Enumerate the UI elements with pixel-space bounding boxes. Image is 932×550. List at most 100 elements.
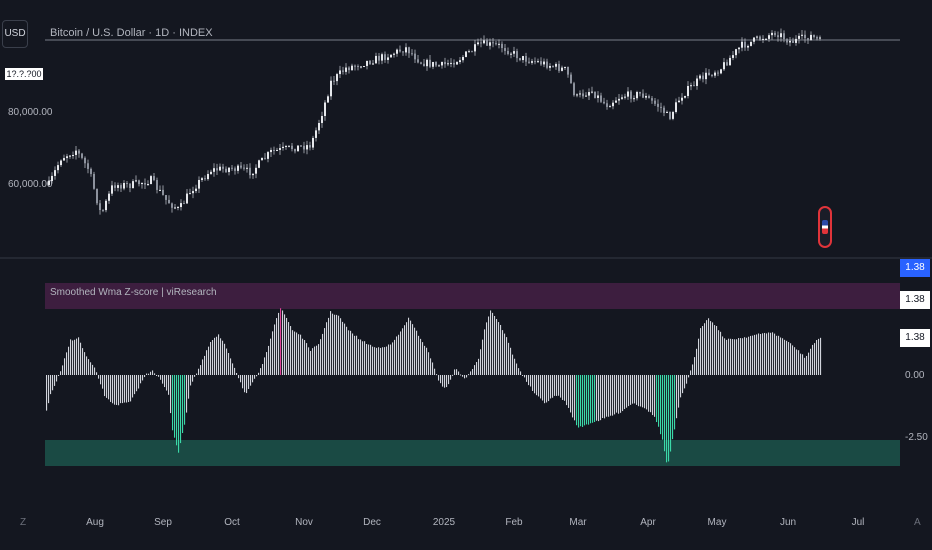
time-label: Jun [779, 517, 797, 528]
zscore-bar [588, 375, 590, 425]
zscore-bar [408, 317, 410, 375]
zscore-bar [230, 358, 232, 375]
candle-body [663, 107, 665, 113]
zscore-bar [458, 371, 460, 375]
zscore-bar [718, 330, 720, 375]
zscore-bar [122, 375, 124, 404]
candle-body [477, 42, 479, 45]
zscore-bar [434, 368, 436, 375]
candle-body [279, 148, 281, 150]
zscore-bar [54, 375, 56, 386]
candle-body [87, 163, 89, 169]
price-label-60k: 60,000.00 [8, 179, 53, 190]
time-label: Dec [363, 517, 381, 528]
candle-body [717, 72, 719, 74]
candle-body [819, 37, 821, 39]
zscore-bar [558, 375, 560, 396]
zscore-bar [334, 314, 336, 375]
candle-body [309, 145, 311, 148]
usd-button[interactable]: USD [2, 20, 28, 48]
candle-body [144, 182, 146, 185]
candle-body [423, 63, 425, 67]
zscore-bar [440, 375, 442, 384]
candle-body [432, 61, 434, 67]
candle-body [807, 38, 809, 41]
zscore-bar [310, 350, 312, 375]
zscore-bar [774, 333, 776, 375]
candle-body [744, 41, 746, 48]
zscore-bar [166, 375, 168, 391]
candle-body [390, 54, 392, 58]
time-label: 2025 [432, 517, 456, 528]
zscore-bar [748, 336, 750, 375]
zscore-bar [572, 375, 574, 418]
zscore-bar [294, 331, 296, 375]
zscore-bar [688, 375, 690, 378]
zscore-bar [178, 375, 180, 453]
candle-body [621, 97, 623, 99]
zscore-bar [516, 363, 518, 375]
candle-body [393, 53, 395, 55]
zscore-bar [796, 349, 798, 375]
zscore-bar [780, 337, 782, 375]
zscore-bar [454, 369, 456, 375]
zscore-bar [578, 375, 580, 428]
indicator-axis-badge: 1.38 [900, 259, 930, 277]
zscore-bar [60, 371, 62, 375]
zscore-bar [496, 318, 498, 375]
zscore-bar [726, 339, 728, 375]
candle-body [408, 47, 410, 54]
zscore-bar [424, 345, 426, 375]
zscore-bar [152, 370, 154, 375]
zscore-bar [772, 332, 774, 375]
candle-body [636, 91, 638, 99]
time-label: Feb [505, 517, 523, 528]
zscore-bar [538, 375, 540, 397]
candle-body [573, 83, 575, 96]
candle-body [540, 61, 542, 65]
zscore-bar [624, 375, 626, 410]
time-axis-corner-right: A [914, 517, 921, 528]
zscore-bar [50, 375, 52, 395]
candle-body [399, 49, 401, 52]
candle-body [444, 61, 446, 65]
zscore-bar [606, 375, 608, 417]
us-flag-icon[interactable] [818, 206, 832, 248]
zscore-bar [724, 338, 726, 375]
zscore-bar [468, 374, 470, 376]
candle-body [519, 58, 521, 61]
candle-body [576, 94, 578, 96]
candle-body [567, 66, 569, 75]
zscore-bar [504, 333, 506, 375]
zscore-bar [270, 338, 272, 375]
zscore-bar [682, 375, 684, 394]
candle-body [417, 59, 419, 63]
zscore-bar [104, 375, 106, 397]
candle-body [261, 157, 263, 161]
zscore-bar [386, 346, 388, 375]
candle-body [195, 188, 197, 192]
time-label: May [707, 517, 727, 528]
zscore-bar [378, 347, 380, 375]
candle-body [354, 65, 356, 67]
candle-body [90, 168, 92, 174]
candle-body [690, 85, 692, 87]
zscore-bar [430, 358, 432, 375]
candle-body [756, 36, 758, 38]
candle-body [282, 146, 284, 149]
candle-body [318, 122, 320, 131]
zscore-bar [552, 375, 554, 398]
candle-body [771, 32, 773, 36]
candle-body [288, 145, 290, 147]
zscore-bar [180, 375, 182, 444]
candle-body [300, 145, 302, 147]
zscore-bar [752, 335, 754, 375]
zscore-bar [348, 330, 350, 375]
zscore-bar [680, 375, 682, 398]
zscore-bar [604, 375, 606, 419]
zscore-bar [132, 375, 134, 398]
zscore-bar [396, 336, 398, 375]
zscore-bar [442, 375, 444, 387]
candle-body [579, 93, 581, 95]
